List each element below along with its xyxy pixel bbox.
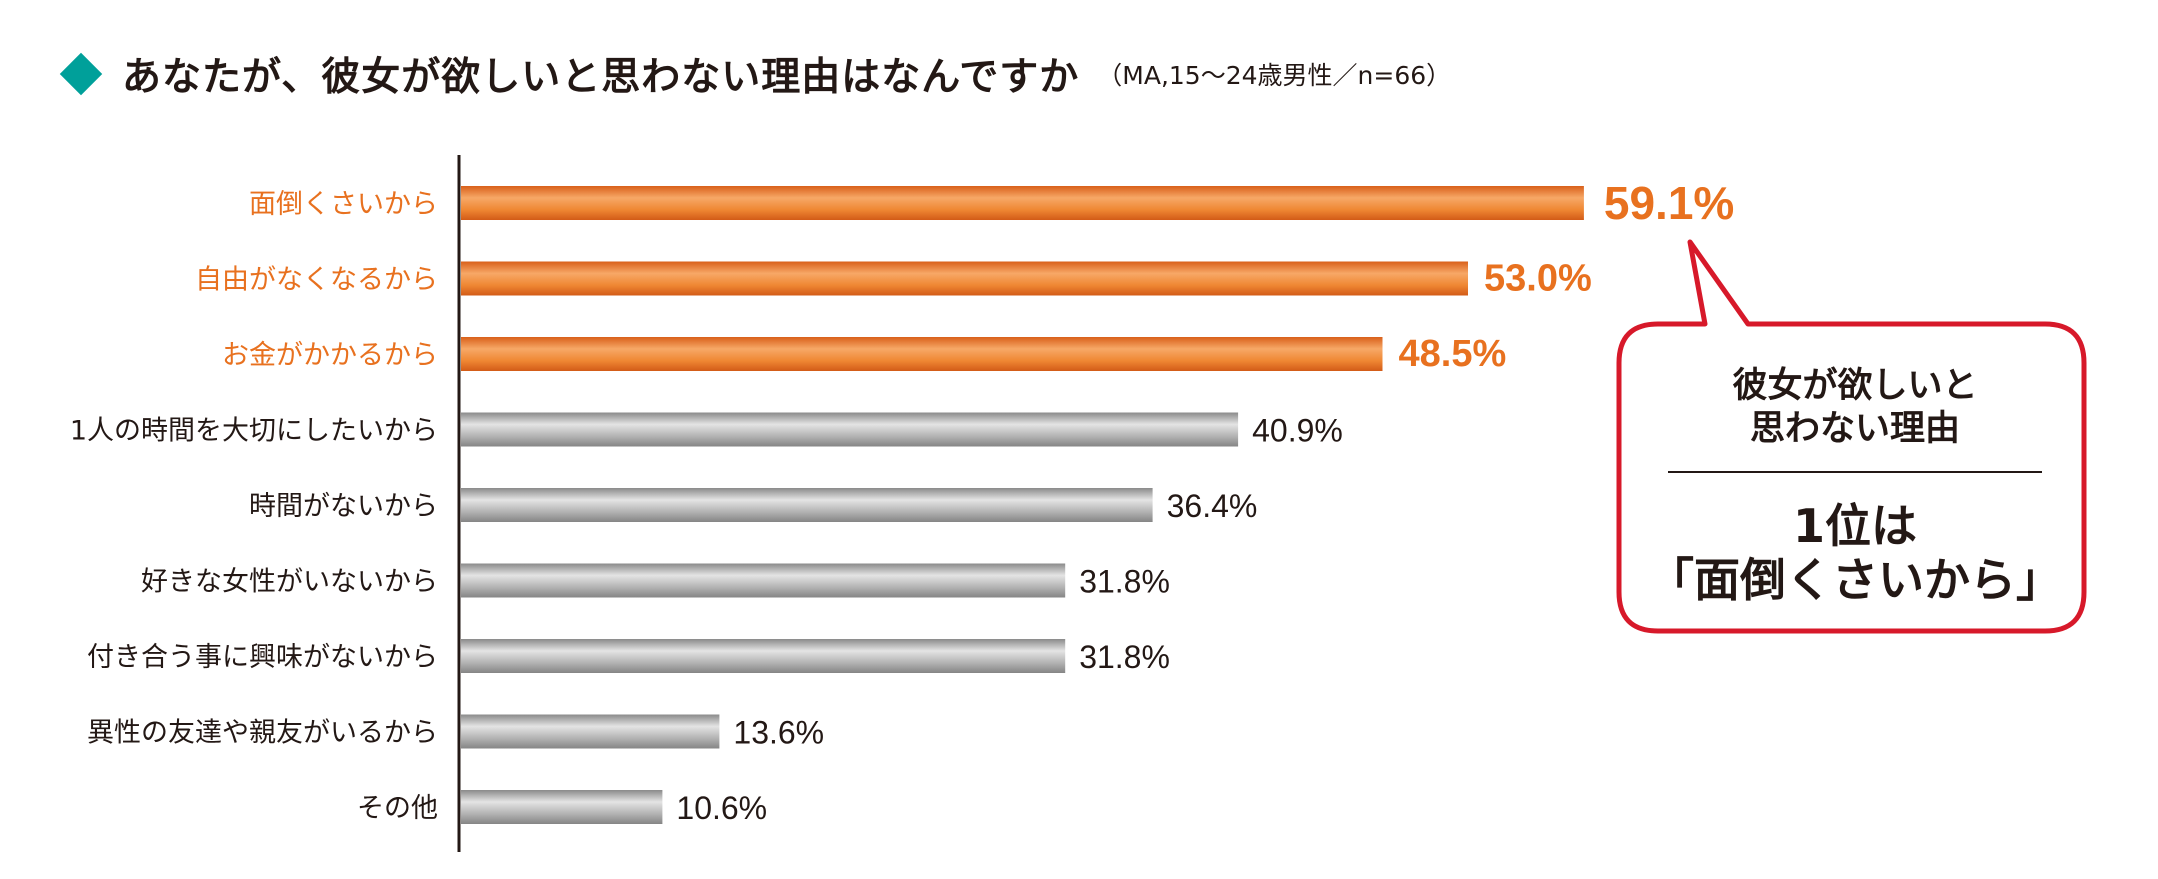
bars-layer: 面倒くさいから 59.1% 自由がなくなるから 53.0% お金がかかるから 48.5% 1… bbox=[70, 177, 1735, 826]
value-label: 48.5% bbox=[1399, 333, 1507, 375]
callout-bubble bbox=[1616, 239, 2087, 634]
value-label: 40.9% bbox=[1252, 413, 1343, 449]
callout-line-2: 思わない理由 bbox=[1749, 409, 1960, 449]
bar bbox=[461, 790, 663, 824]
value-label: 36.4% bbox=[1167, 488, 1258, 524]
value-label: 31.8% bbox=[1079, 564, 1170, 600]
category-label: 時間がないから bbox=[249, 491, 438, 522]
category-label: 好きな女性がいないから bbox=[141, 567, 438, 598]
category-label: 付き合う事に興味がないから bbox=[87, 642, 438, 673]
bar bbox=[461, 563, 1066, 598]
chart-title: あなたが、彼女が欲しいと思わない理由はなんですか bbox=[122, 55, 1080, 100]
bar bbox=[461, 261, 1468, 296]
value-label: 53.0% bbox=[1484, 258, 1592, 300]
category-label: その他 bbox=[357, 793, 438, 824]
bar bbox=[461, 412, 1239, 447]
chart-subtitle: （MA,15〜24歳男性／n=66） bbox=[1097, 61, 1452, 90]
bar bbox=[461, 488, 1153, 522]
category-label: 異性の友達や親友がいるから bbox=[87, 718, 438, 749]
bar bbox=[461, 714, 720, 749]
chart-title-row: あなたが、彼女が欲しいと思わない理由はなんですか （MA,15〜24歳男性／n=… bbox=[59, 44, 1452, 104]
callout-line-1: 彼女が欲しいと bbox=[1732, 366, 1978, 406]
callout-divider bbox=[1668, 471, 2042, 473]
bar bbox=[461, 337, 1383, 371]
category-label: 面倒くさいから bbox=[249, 189, 438, 220]
value-label: 13.6% bbox=[733, 715, 824, 751]
callout-line-3: 1位は bbox=[1792, 499, 1917, 553]
value-label: 31.8% bbox=[1079, 639, 1170, 675]
category-label: お金がかかるから bbox=[222, 340, 438, 371]
bar bbox=[461, 639, 1066, 673]
category-label: 自由がなくなるから bbox=[195, 265, 438, 296]
callout-outline bbox=[1616, 239, 2087, 634]
value-label: 10.6% bbox=[676, 790, 767, 826]
value-label: 59.1% bbox=[1604, 177, 1734, 229]
bar bbox=[461, 186, 1584, 220]
callout-line-4: 「面倒くさいから」 bbox=[1648, 553, 2062, 607]
category-label: 1人の時間を大切にしたいから bbox=[70, 416, 438, 447]
